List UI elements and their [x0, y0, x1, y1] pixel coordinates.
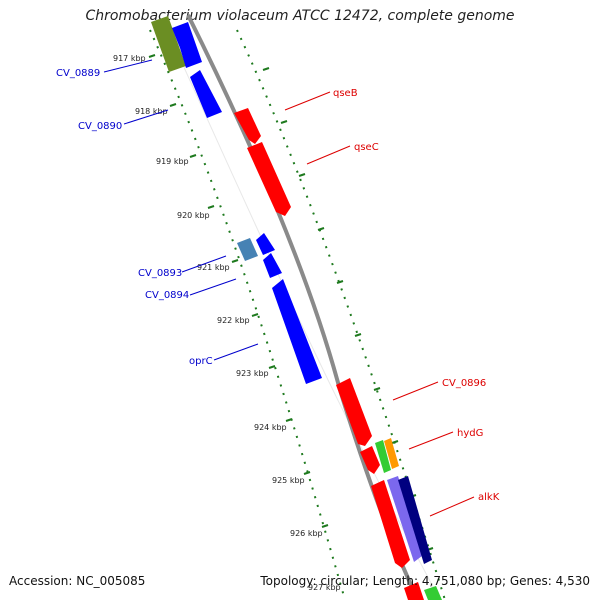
label-qseB[interactable]: qseB [333, 88, 358, 99]
gene-alkK-red[interactable] [371, 480, 410, 568]
label-alkK[interactable]: alkK [478, 492, 500, 503]
gene-hydG-orange[interactable] [384, 438, 399, 469]
gene-alkK-purple[interactable] [387, 476, 422, 562]
inner-tick-track [149, 29, 346, 600]
label-cv0889[interactable]: CV_0889 [56, 68, 100, 79]
label-cv0893[interactable]: CV_0893 [138, 268, 182, 279]
kbp-label-917: 917 kbp [113, 54, 146, 63]
gene-cv0894-b[interactable] [263, 253, 282, 278]
kbp-label-918: 918 kbp [135, 107, 168, 116]
accession-label: Accession: [9, 574, 73, 588]
kbp-label-920: 920 kbp [177, 211, 210, 220]
gene-alkK-navy[interactable] [398, 476, 432, 564]
kbp-label-926: 926 kbp [290, 529, 323, 538]
gene-tail-red[interactable] [404, 582, 424, 600]
accession-value: NC_005085 [76, 574, 146, 588]
kbp-label-919: 919 kbp [156, 157, 189, 166]
gene-cv0890-a[interactable] [172, 22, 202, 68]
gene-cv0890-b[interactable] [190, 70, 222, 118]
kbp-label-921: 921 kbp [197, 263, 230, 272]
label-cv0894[interactable]: CV_0894 [145, 290, 189, 301]
label-cv0896[interactable]: CV_0896 [442, 378, 486, 389]
gene-qseB[interactable] [234, 108, 261, 144]
gene-cv0894-a[interactable] [256, 233, 275, 255]
leader-lines [103, 59, 475, 517]
gene-oprC[interactable] [272, 279, 322, 384]
kbp-label-923: 923 kbp [236, 369, 269, 378]
gene-qseC[interactable] [247, 142, 291, 216]
kbp-label-927: 927 kbp [308, 583, 341, 592]
gene-cv0893[interactable] [237, 238, 258, 261]
kbp-label-922: 922 kbp [217, 316, 250, 325]
gene-cv0896[interactable] [336, 378, 372, 446]
gene-cv0889[interactable] [151, 16, 186, 72]
genome-summary: Topology: circular; Length: 4,751,080 bp… [260, 574, 590, 588]
gene-hydG-green[interactable] [375, 440, 391, 473]
label-hydG[interactable]: hydG [457, 428, 483, 439]
accession-text: Accession: NC_005085 [9, 574, 145, 588]
kbp-label-924: 924 kbp [254, 423, 287, 432]
outer-tick-track [236, 29, 446, 600]
label-qseC[interactable]: qseC [354, 142, 379, 153]
label-cv0890[interactable]: CV_0890 [78, 121, 122, 132]
label-oprC[interactable]: oprC [189, 356, 213, 367]
gene-cv0896-b[interactable] [360, 446, 380, 474]
gene-tail-green[interactable] [424, 586, 442, 600]
kbp-label-925: 925 kbp [272, 476, 305, 485]
